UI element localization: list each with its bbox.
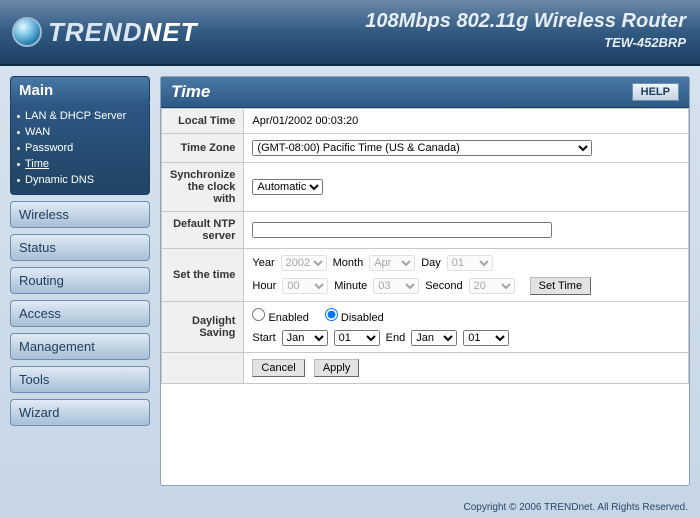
nav-section[interactable]: Wizard — [10, 399, 150, 426]
cancel-button[interactable]: Cancel — [252, 359, 304, 377]
nav-section-main[interactable]: Main — [10, 76, 150, 106]
ntp-input[interactable] — [252, 222, 552, 238]
panel-title: Time — [171, 82, 210, 102]
dst-disabled-option[interactable]: Disabled — [325, 308, 384, 324]
nav-sub-item[interactable]: LAN & DHCP Server — [11, 108, 149, 124]
content-panel: Time HELP Local Time Apr/01/2002 00:03:2… — [160, 76, 690, 486]
sync-select[interactable]: Automatic — [252, 179, 323, 195]
sync-label: Synchronize the clock with — [162, 163, 244, 212]
year-select[interactable]: 2002 — [281, 255, 327, 271]
nav-section[interactable]: Status — [10, 234, 150, 261]
local-time-value: Apr/01/2002 00:03:20 — [244, 109, 689, 134]
settime-label: Set the time — [162, 249, 244, 302]
product-title: 108Mbps 802.11g Wireless Router — [365, 10, 686, 33]
timezone-select[interactable]: (GMT-08:00) Pacific Time (US & Canada) — [252, 140, 592, 156]
set-time-button[interactable]: Set Time — [530, 277, 591, 295]
nav-section[interactable]: Wireless — [10, 201, 150, 228]
timezone-label: Time Zone — [162, 134, 244, 163]
brand-logo: TRENDNET — [12, 17, 198, 48]
dst-start-month-select[interactable]: Jan — [282, 330, 328, 346]
sidebar: Main LAN & DHCP ServerWANPasswordTimeDyn… — [10, 76, 150, 486]
month-select[interactable]: Apr — [369, 255, 415, 271]
ntp-label: Default NTP server — [162, 212, 244, 249]
nav-section[interactable]: Management — [10, 333, 150, 360]
dst-end-label: End — [386, 332, 406, 344]
day-select[interactable]: 01 — [447, 255, 493, 271]
product-model: TEW-452BRP — [365, 35, 686, 50]
footer-copyright: Copyright © 2006 TRENDnet. All Rights Re… — [463, 502, 688, 513]
year-label: Year — [252, 257, 274, 269]
dst-start-day-select[interactable]: 01 — [334, 330, 380, 346]
dst-label: Daylight Saving — [162, 302, 244, 353]
second-label: Second — [425, 280, 462, 292]
nav-sub-item[interactable]: Time — [11, 156, 149, 172]
minute-label: Minute — [334, 280, 367, 292]
apply-button[interactable]: Apply — [314, 359, 360, 377]
nav-sub-item[interactable]: WAN — [11, 124, 149, 140]
dst-enabled-option[interactable]: Enabled — [252, 308, 308, 324]
dst-start-label: Start — [252, 332, 275, 344]
dst-end-day-select[interactable]: 01 — [463, 330, 509, 346]
nav-sub-item[interactable]: Dynamic DNS — [11, 172, 149, 188]
logo-orb-icon — [12, 17, 42, 47]
header: TRENDNET 108Mbps 802.11g Wireless Router… — [0, 0, 700, 66]
nav-sub-item[interactable]: Password — [11, 140, 149, 156]
hour-label: Hour — [252, 280, 276, 292]
settings-table: Local Time Apr/01/2002 00:03:20 Time Zon… — [161, 108, 689, 384]
brand-text: TRENDNET — [48, 17, 198, 48]
hour-select[interactable]: 00 — [282, 278, 328, 294]
nav-section[interactable]: Tools — [10, 366, 150, 393]
help-button[interactable]: HELP — [632, 83, 679, 101]
nav-section[interactable]: Access — [10, 300, 150, 327]
day-label: Day — [421, 257, 441, 269]
month-label: Month — [333, 257, 364, 269]
nav-section[interactable]: Routing — [10, 267, 150, 294]
second-select[interactable]: 20 — [469, 278, 515, 294]
dst-enabled-radio[interactable] — [252, 308, 265, 321]
dst-end-month-select[interactable]: Jan — [411, 330, 457, 346]
dst-disabled-radio[interactable] — [325, 308, 338, 321]
minute-select[interactable]: 03 — [373, 278, 419, 294]
nav-sub-list: LAN & DHCP ServerWANPasswordTimeDynamic … — [10, 104, 150, 195]
local-time-label: Local Time — [162, 109, 244, 134]
